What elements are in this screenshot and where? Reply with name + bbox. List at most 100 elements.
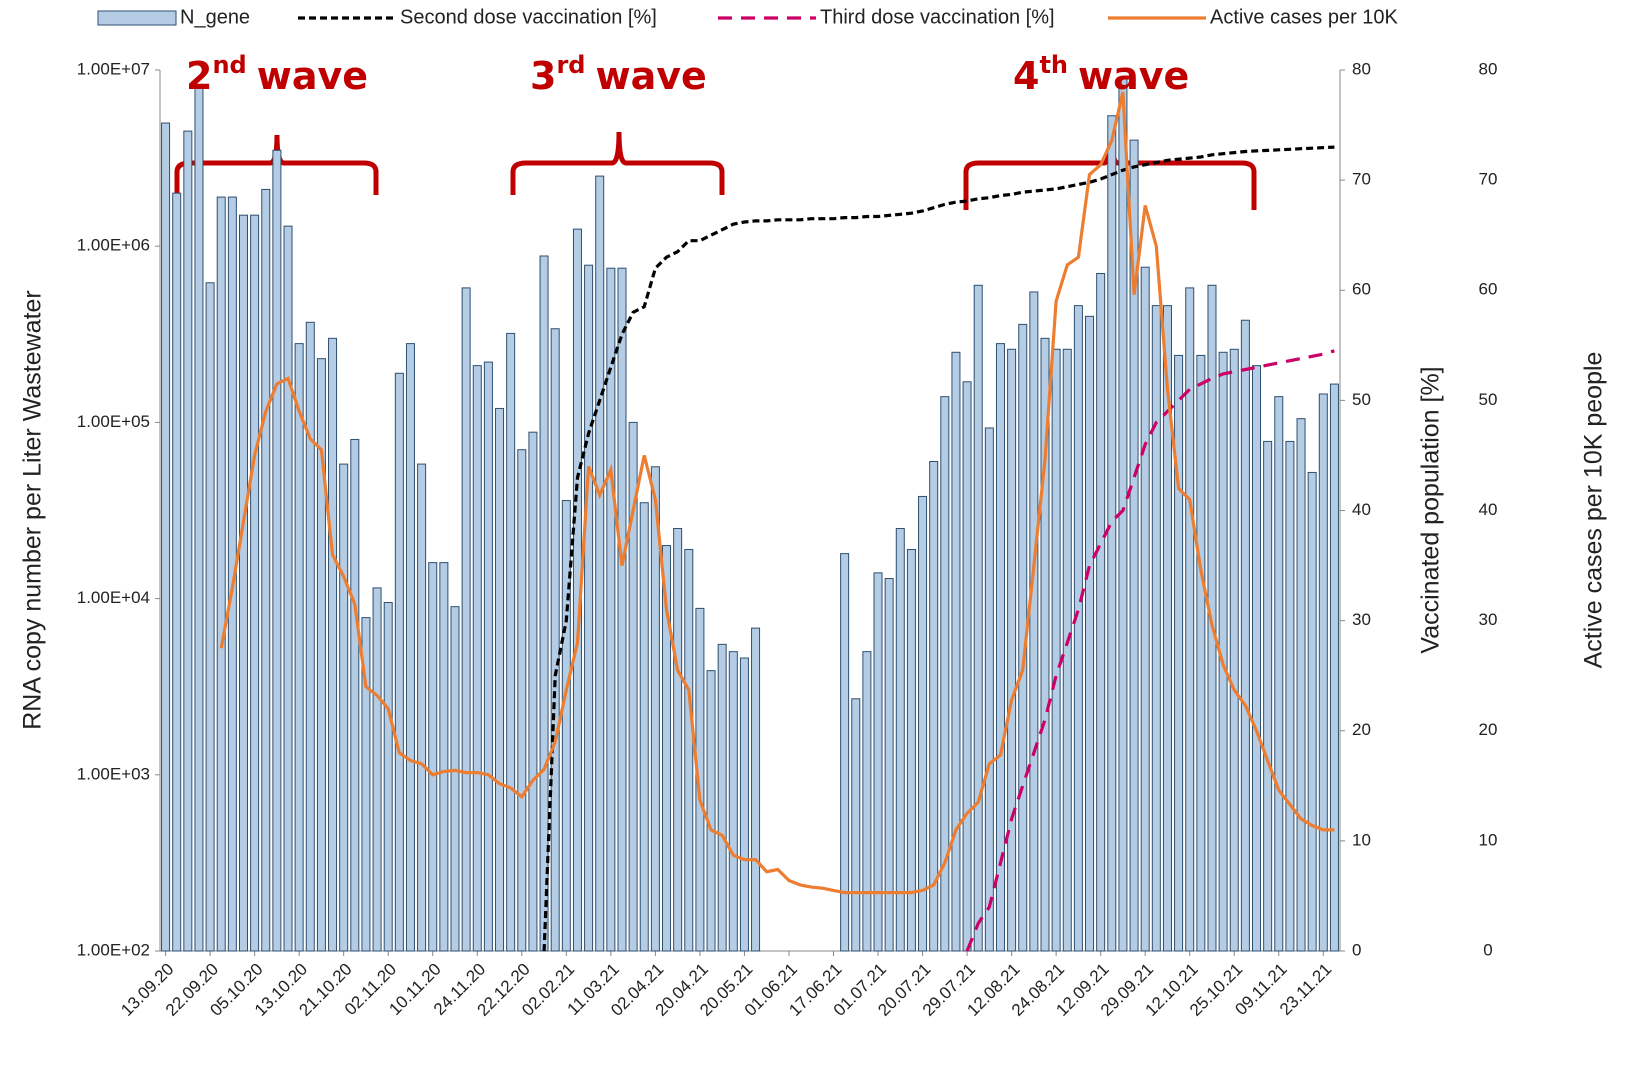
bar	[272, 149, 282, 952]
y2-tick-label: 60	[1352, 280, 1371, 299]
bar	[1252, 365, 1262, 952]
bar	[1096, 272, 1106, 952]
bar	[940, 396, 950, 952]
bar	[895, 527, 905, 952]
bar	[1007, 348, 1017, 952]
y2-tick-label: 50	[1352, 390, 1371, 409]
annotation: 2nd wave	[186, 51, 368, 98]
bar	[172, 192, 182, 952]
bar	[984, 427, 994, 952]
bar	[294, 343, 304, 952]
bar	[1296, 418, 1306, 952]
bar	[662, 545, 672, 952]
bar	[606, 267, 616, 952]
y2-axis-title: Vaccinated population [%]	[1417, 366, 1445, 653]
bar	[361, 617, 371, 952]
annotation-suffix: rd	[556, 51, 585, 79]
y-tick-label: 1.00E+07	[77, 59, 150, 78]
bar	[561, 500, 571, 952]
annotation-number: 3	[530, 54, 556, 98]
y3-tick-label: 60	[1479, 280, 1498, 299]
bar	[238, 214, 248, 952]
bar	[183, 130, 193, 952]
y3-tick-label: 30	[1479, 610, 1498, 629]
y-tick-label: 1.00E+04	[77, 588, 150, 607]
bar	[194, 86, 204, 952]
bar	[495, 407, 505, 952]
bar	[428, 562, 438, 952]
bar	[628, 421, 638, 952]
y2-tick-label: 70	[1352, 170, 1371, 189]
bar	[372, 587, 382, 952]
bar	[840, 553, 850, 952]
bar	[506, 332, 516, 952]
bar	[216, 196, 226, 952]
y2-tick-label: 0	[1352, 940, 1361, 959]
legend-label: N_gene	[180, 6, 250, 28]
wave-brackets	[174, 124, 1257, 210]
y3-tick-label: 40	[1479, 500, 1498, 519]
y3-tick-label: 70	[1479, 170, 1498, 189]
bar	[328, 337, 338, 952]
bar	[684, 548, 694, 952]
y2-tick-label: 10	[1352, 830, 1371, 849]
y-axis-title: RNA copy number per Liter Wastewater	[19, 290, 47, 730]
bar	[1107, 115, 1117, 952]
bar	[650, 466, 660, 952]
bar	[995, 343, 1005, 952]
bar	[906, 548, 916, 952]
bar	[205, 282, 215, 952]
legend-label: Third dose vaccination [%]	[820, 6, 1055, 28]
bar	[472, 365, 482, 952]
bar	[1051, 348, 1061, 952]
bar	[1307, 471, 1317, 952]
bar	[394, 372, 404, 952]
bar	[283, 225, 293, 952]
bar	[528, 431, 538, 952]
legend-label: Second dose vaccination [%]	[400, 6, 657, 28]
y-tick-label: 1.00E+02	[77, 940, 150, 959]
bar	[1040, 337, 1050, 952]
bar	[1174, 354, 1184, 952]
legend-swatch	[97, 10, 177, 26]
bar	[584, 264, 594, 952]
y3-tick-label: 0	[1483, 940, 1492, 959]
legend-label: Active cases per 10K	[1210, 6, 1399, 28]
y3-tick-label: 50	[1479, 390, 1498, 409]
bar	[717, 643, 727, 952]
bar	[439, 562, 449, 952]
bar	[873, 572, 883, 952]
annotation: 4th wave	[1013, 51, 1189, 98]
bar	[951, 351, 961, 952]
bar	[1263, 440, 1273, 952]
bar	[550, 328, 560, 952]
bar	[1085, 315, 1095, 952]
annotation-label: wave	[257, 54, 368, 98]
bar	[851, 698, 861, 952]
y3-tick-label: 10	[1479, 830, 1498, 849]
bar	[862, 651, 872, 952]
bar	[1240, 319, 1250, 952]
bar	[1274, 396, 1284, 952]
annotation-label: wave	[595, 54, 706, 98]
bar	[706, 670, 716, 952]
bar	[1318, 393, 1328, 952]
bar	[739, 657, 749, 952]
bar	[1151, 305, 1161, 952]
bracket	[510, 131, 725, 195]
bar	[517, 449, 527, 952]
bar	[929, 460, 939, 952]
bar	[617, 267, 627, 952]
bar	[1029, 291, 1039, 952]
bar	[962, 381, 972, 952]
y3-tick-label: 80	[1479, 59, 1498, 78]
y3-tick-label: 20	[1479, 720, 1498, 739]
bar	[339, 463, 349, 952]
annotation-number: 2	[186, 54, 212, 98]
bar	[383, 602, 393, 952]
bar	[639, 502, 649, 952]
annotation-suffix: nd	[212, 51, 246, 79]
annotation-label: wave	[1078, 54, 1189, 98]
bar	[1062, 348, 1072, 952]
y-tick-label: 1.00E+03	[77, 764, 150, 783]
